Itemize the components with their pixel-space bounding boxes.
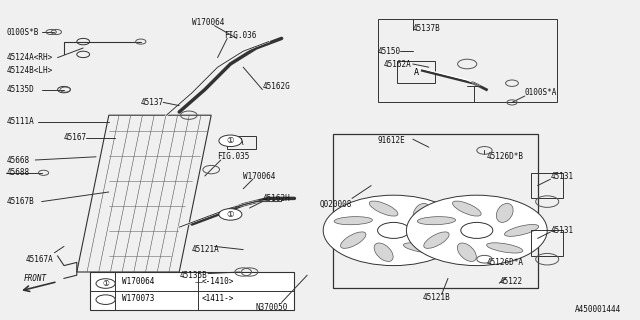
Text: 45162A: 45162A [384, 60, 412, 68]
Circle shape [96, 279, 115, 288]
Text: ①: ① [227, 136, 234, 145]
Circle shape [378, 222, 410, 238]
Text: W170064: W170064 [192, 18, 225, 27]
Text: 45131: 45131 [550, 172, 573, 180]
Ellipse shape [369, 201, 398, 216]
Ellipse shape [504, 225, 539, 236]
Ellipse shape [421, 225, 456, 236]
Circle shape [219, 135, 242, 147]
Text: 0100S*A: 0100S*A [525, 88, 557, 97]
Circle shape [219, 209, 242, 220]
Text: W170064: W170064 [243, 172, 276, 180]
Text: 0100S*B: 0100S*B [6, 28, 39, 36]
Text: 45167B: 45167B [6, 197, 34, 206]
Text: 45122: 45122 [499, 277, 522, 286]
Text: A450001444: A450001444 [575, 305, 621, 314]
Ellipse shape [403, 243, 440, 253]
Text: 45162G: 45162G [262, 82, 290, 91]
Text: ①: ① [227, 210, 234, 219]
Circle shape [406, 195, 547, 266]
Text: 45131: 45131 [550, 226, 573, 235]
Text: 45162H: 45162H [262, 194, 290, 203]
Ellipse shape [413, 204, 430, 222]
Text: A: A [413, 68, 419, 76]
Ellipse shape [452, 201, 481, 216]
Text: W170073: W170073 [122, 294, 154, 303]
Ellipse shape [340, 232, 366, 248]
Text: 45167: 45167 [64, 133, 87, 142]
Ellipse shape [497, 204, 513, 222]
Text: 45121B: 45121B [422, 293, 450, 302]
Bar [531, 173, 563, 198]
Ellipse shape [334, 217, 372, 225]
Bar [90, 272, 294, 310]
Ellipse shape [374, 243, 393, 261]
Text: 45150: 45150 [378, 47, 401, 56]
Circle shape [96, 295, 115, 304]
Text: 45668: 45668 [6, 156, 29, 164]
Ellipse shape [486, 243, 523, 253]
Bar [333, 134, 538, 288]
Bar [531, 230, 563, 256]
Bar [397, 61, 435, 83]
Text: A: A [239, 138, 244, 147]
Text: 45111A: 45111A [6, 117, 34, 126]
Ellipse shape [424, 232, 449, 248]
Circle shape [323, 195, 464, 266]
Text: 45167A: 45167A [26, 255, 53, 264]
Text: 45126D*A: 45126D*A [486, 258, 524, 267]
Ellipse shape [417, 217, 456, 225]
Text: 45124A<RH>: 45124A<RH> [6, 53, 52, 62]
Text: N370050: N370050 [256, 303, 289, 312]
Text: Q020008: Q020008 [320, 200, 353, 209]
Text: 45124B<LH>: 45124B<LH> [6, 66, 52, 75]
Text: FRONT: FRONT [24, 274, 47, 283]
Text: 45137B: 45137B [413, 24, 440, 33]
Text: 45135B: 45135B [179, 271, 207, 280]
Text: FIG.035: FIG.035 [218, 152, 250, 161]
Text: <1411->: <1411-> [202, 294, 234, 303]
Text: ①: ① [102, 279, 109, 288]
Circle shape [461, 222, 493, 238]
Text: 45121A: 45121A [192, 245, 220, 254]
Text: 45135D: 45135D [6, 85, 34, 94]
Text: W170064: W170064 [122, 277, 154, 286]
Text: 45126D*B: 45126D*B [486, 152, 524, 161]
Text: <-1410>: <-1410> [202, 277, 234, 286]
Bar [378, 19, 557, 102]
Text: 45688: 45688 [6, 168, 29, 177]
Text: FIG.036: FIG.036 [224, 31, 257, 40]
Text: 91612E: 91612E [378, 136, 405, 145]
Bar [227, 136, 256, 149]
Text: 45137: 45137 [141, 98, 164, 107]
Ellipse shape [458, 243, 476, 261]
